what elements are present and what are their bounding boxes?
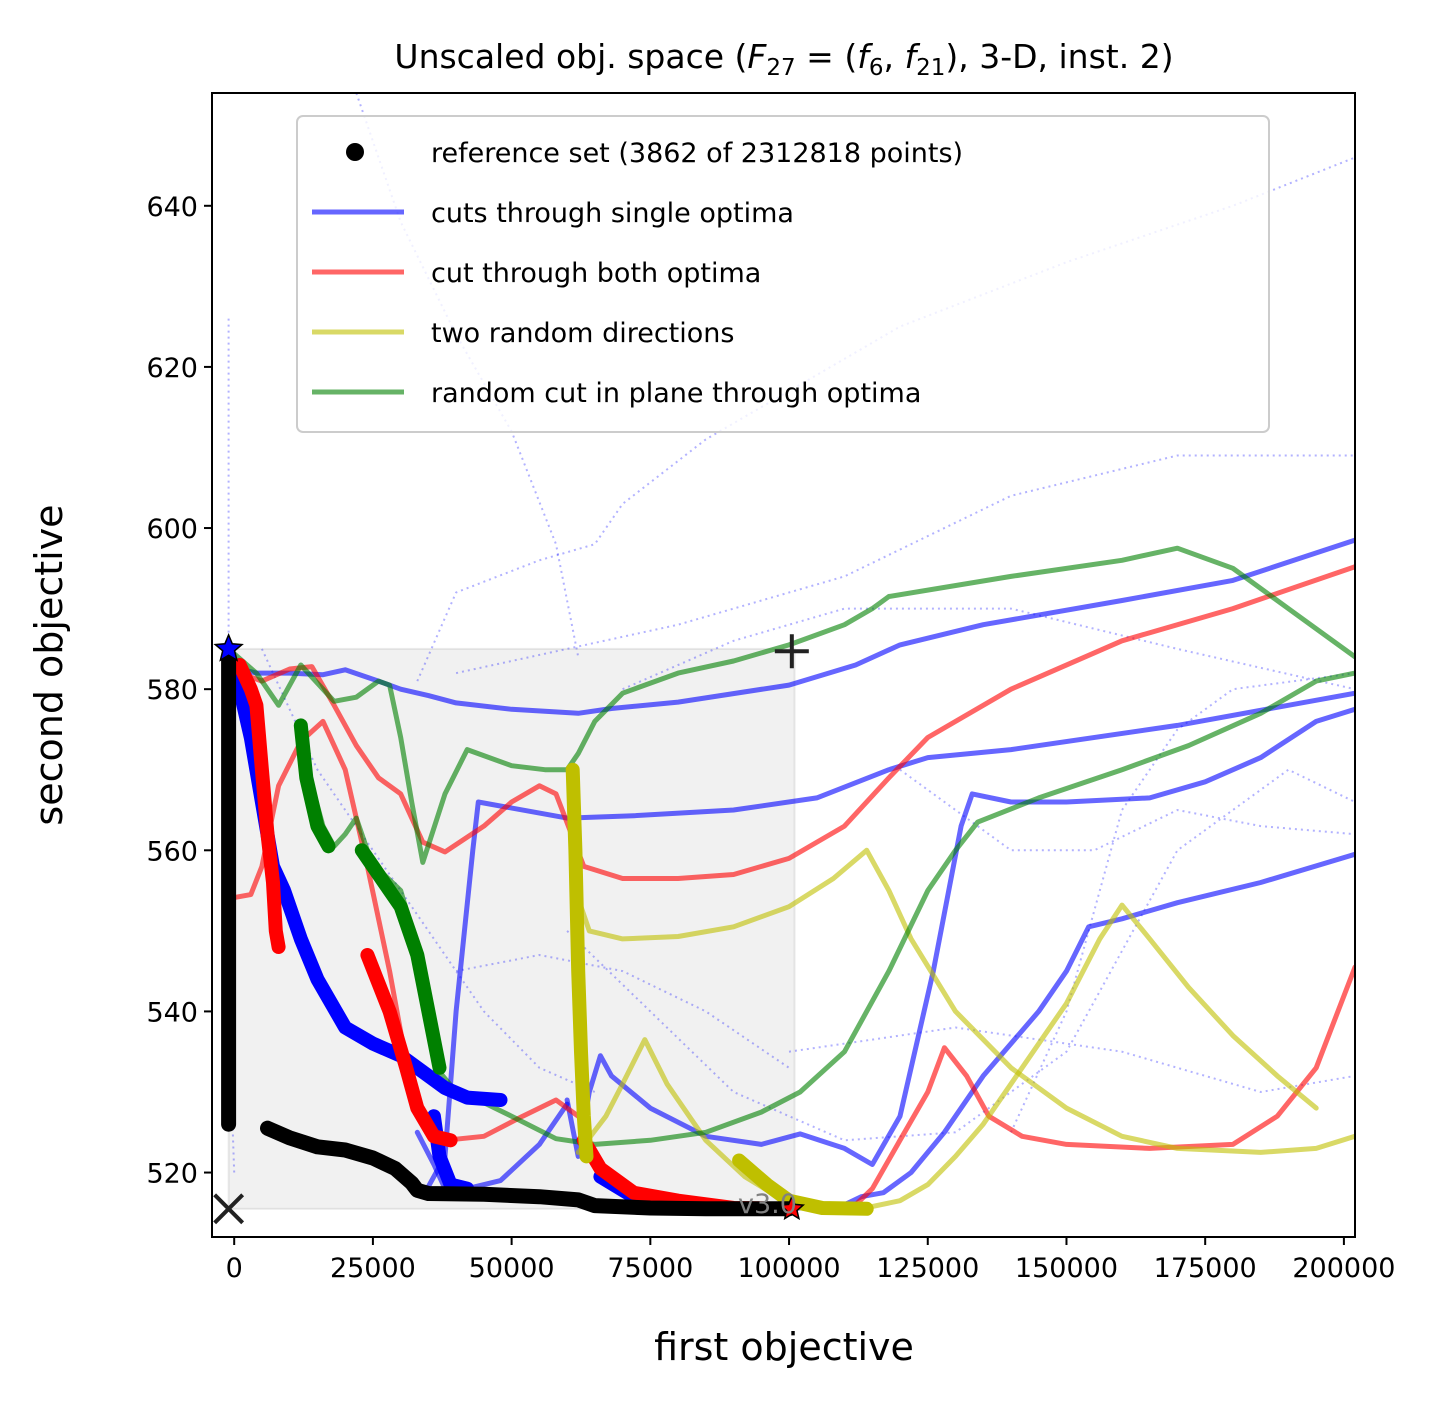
- y-tick-label: 540: [146, 997, 198, 1028]
- series-line: [420, 690, 1355, 1200]
- series-line: [442, 1097, 581, 1143]
- series-line: [226, 537, 1355, 716]
- x-tick-label: 25000: [330, 1253, 416, 1284]
- y-axis-title: second objective: [27, 504, 71, 825]
- y-tick-label: 580: [146, 675, 198, 706]
- legend-label: reference set (3862 of 2312818 points): [431, 138, 963, 169]
- legend-label: cut through both optima: [431, 258, 761, 289]
- legend-label: two random directions: [431, 318, 734, 349]
- faint-path: [260, 648, 596, 1093]
- y-tick-label: 520: [146, 1159, 198, 1190]
- x-tick-label: 125000: [876, 1253, 979, 1284]
- thick-segment: [354, 843, 447, 1075]
- faint-path: [899, 768, 1355, 852]
- thick-segment: [293, 718, 336, 854]
- chart-title: Unscaled obj. space (F27 = (f6, f21), 3-…: [394, 37, 1173, 81]
- x-tick-label: 75000: [607, 1253, 693, 1284]
- legend-label: random cut in plane through optima: [431, 378, 921, 409]
- x-axis-title: first objective: [654, 1325, 914, 1369]
- version-label: v3.0: [738, 1189, 797, 1220]
- faint-path: [566, 768, 1355, 1142]
- series-line: [570, 847, 1355, 1155]
- ideal-x-marker: [213, 1193, 245, 1225]
- reference-set-points: [260, 1120, 797, 1217]
- y-tick-label: 640: [146, 192, 198, 223]
- x-tick-label: 50000: [469, 1253, 555, 1284]
- y-tick-label: 620: [146, 353, 198, 384]
- faint-path: [455, 454, 1355, 675]
- y-tick-label: 560: [146, 836, 198, 867]
- thick-segment: [565, 762, 594, 1164]
- series-line: [442, 670, 1355, 1147]
- optimum-star-2: [778, 1194, 806, 1221]
- x-axis: 0 25000 50000 75000 100000 125000 150000 175000…: [226, 1237, 1395, 1284]
- thick-segment: [232, 658, 286, 954]
- legend-label: cuts through single optima: [431, 198, 794, 229]
- thick-segments: [221, 649, 874, 1216]
- series-line: [226, 718, 437, 1139]
- y-tick-label: 600: [146, 514, 198, 545]
- plot-frame: [211, 92, 1356, 1238]
- x-tick-label: 0: [226, 1253, 243, 1284]
- x-tick-label: 175000: [1154, 1253, 1257, 1284]
- series-line: [564, 706, 1355, 1167]
- legend-box: [296, 115, 1270, 433]
- series-line: [226, 545, 1355, 865]
- reference-set: [221, 649, 797, 1217]
- faint-path: [622, 607, 1355, 691]
- series-line: [575, 1037, 781, 1200]
- x-tick-label: 100000: [738, 1253, 841, 1284]
- series-line: [858, 902, 1319, 1212]
- thick-segment: [732, 1153, 874, 1216]
- faint-path: [455, 953, 790, 1069]
- nadir-plus-marker: [774, 634, 809, 669]
- x-tick-label: 200000: [1292, 1253, 1395, 1284]
- faint-path: [1010, 672, 1355, 1133]
- x-tick-label: 150000: [1015, 1253, 1118, 1284]
- y-axis: 520 540 560 580 600 620 640: [146, 192, 212, 1190]
- legend-marker-dot: [346, 143, 364, 161]
- thick-segment: [360, 948, 458, 1148]
- faint-path: [788, 1026, 1355, 1094]
- legend: reference set (3862 of 2312818 points) cu…: [296, 115, 1270, 433]
- special-markers: [213, 632, 809, 1225]
- series-line: [853, 964, 1355, 1208]
- optimum-star-1: [213, 632, 244, 662]
- series-line: [226, 564, 1355, 881]
